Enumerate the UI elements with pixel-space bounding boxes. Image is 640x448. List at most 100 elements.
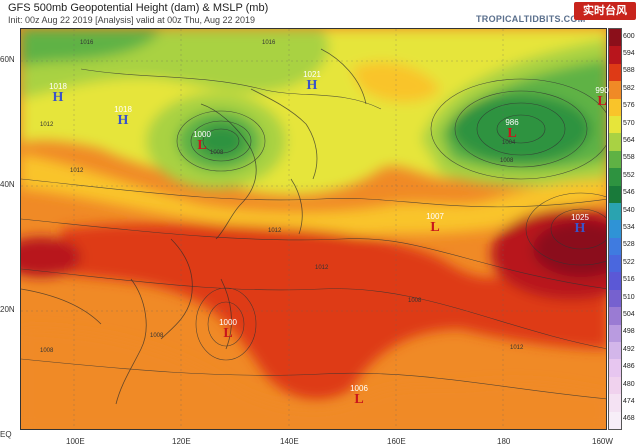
- colorbar-swatch: [609, 81, 621, 100]
- low-pressure-northeast-china: 1000 L: [182, 130, 222, 153]
- pressure-value: 1000: [219, 318, 237, 327]
- pressure-value: 1000: [193, 130, 211, 139]
- colorbar-swatch: [609, 29, 621, 47]
- height-fill-576-okhotsk: [351, 61, 441, 103]
- graticule: [21, 29, 606, 429]
- isobar-label: 1008: [210, 150, 224, 156]
- isobar-label: 1008: [500, 158, 514, 164]
- colorbar-tick-label: 576: [623, 102, 635, 110]
- height-fill-576: [21, 154, 606, 236]
- colorbar-tick-label: 528: [623, 241, 635, 249]
- height-fill-600-west: [21, 237, 81, 277]
- colorbar-tick-label: 486: [623, 363, 635, 371]
- weather-map: [20, 28, 607, 430]
- colorbar-tick-label: 570: [623, 119, 635, 127]
- lon-label-160w: 160W: [592, 437, 613, 446]
- isobar-label: 1004: [502, 140, 516, 146]
- isobars: [21, 68, 606, 400]
- height-fill-588-south: [21, 329, 606, 429]
- colorbar-swatch: [609, 289, 621, 308]
- isobar-label: 1012: [40, 122, 54, 128]
- colorbar-swatch: [609, 63, 621, 82]
- colorbar-swatch: [609, 324, 621, 343]
- pressure-value: 1007: [426, 212, 444, 221]
- colorbar-tick-label: 552: [623, 171, 635, 179]
- isobar-label: 1016: [80, 40, 94, 46]
- header-bar: GFS 500mb Geopotential Height (dam) & MS…: [0, 0, 640, 28]
- high-marker: H: [117, 113, 129, 128]
- isobar-label: 1012: [70, 168, 84, 174]
- low-marker: L: [597, 94, 607, 109]
- map-subtitle: Init: 00z Aug 22 2019 [Analysis] valid a…: [8, 15, 256, 25]
- lon-label-160e: 160E: [387, 437, 406, 446]
- map-canvas: [21, 29, 606, 429]
- colorbar-tick-label: 594: [623, 50, 635, 58]
- isobar-label: 1016: [262, 40, 276, 46]
- lon-label-120e: 120E: [172, 437, 191, 446]
- isobar-label: 1012: [510, 345, 524, 351]
- colorbar-tick-label: 468: [623, 415, 635, 423]
- colorbar-swatch: [609, 272, 621, 291]
- colorbar-swatch: [609, 411, 621, 430]
- colorbar-tick-label: 582: [623, 84, 635, 92]
- low-marker: L: [507, 126, 517, 141]
- low-pressure-philippine-sea: 1000 L: [208, 318, 248, 341]
- coastlines: [21, 48, 367, 405]
- colorbar-tick-label: 522: [623, 258, 635, 266]
- watermark-logo: 实时台风: [574, 2, 636, 20]
- height-fill-552-east: [451, 95, 591, 163]
- height-fill-600-core: [533, 221, 606, 277]
- lat-label-60n: 60N: [0, 55, 15, 64]
- lon-label-180: 180: [497, 437, 511, 446]
- low-pressure-bering: 986 L: [492, 118, 532, 141]
- pressure-value: 986: [505, 118, 519, 127]
- colorbar-swatch: [609, 376, 621, 395]
- pressure-value: 1025: [571, 213, 589, 222]
- colorbar-swatch: [609, 307, 621, 326]
- colorbar-swatch: [609, 115, 621, 134]
- colorbar-tick-label: 516: [623, 276, 635, 284]
- pressure-value: 1006: [350, 384, 368, 393]
- pressure-value: 1018: [49, 82, 67, 91]
- lat-label-20n: 20N: [0, 305, 15, 314]
- lat-label-eq: EQ: [0, 430, 12, 439]
- colorbar-swatch: [609, 98, 621, 117]
- colorbar-tick-label: 600: [623, 32, 635, 40]
- colorbar-tick-label: 474: [623, 397, 635, 405]
- colorbar: [608, 28, 622, 430]
- pressure-value: 1018: [114, 105, 132, 114]
- colorbar-tick-label: 480: [623, 380, 635, 388]
- high-marker: H: [52, 90, 64, 105]
- colorbar-swatch: [609, 394, 621, 413]
- colorbar-tick-label: 498: [623, 328, 635, 336]
- colorbar-swatch: [609, 150, 621, 169]
- high-pressure-north-china: 1018 H: [103, 105, 143, 128]
- isobar-label: 1008: [40, 348, 54, 354]
- colorbar-tick-label: 492: [623, 345, 635, 353]
- low-marker: L: [430, 220, 440, 235]
- colorbar-swatch: [609, 202, 621, 221]
- low-marker: L: [354, 392, 364, 407]
- colorbar-tick-label: 558: [623, 154, 635, 162]
- low-pressure-north-pacific: 1007 L: [415, 212, 455, 235]
- low-pressure-alaska: 990 L: [582, 86, 622, 109]
- high-pressure-okhotsk: 1021 H: [292, 70, 332, 93]
- low-pressure-west-pacific: 1006 L: [339, 384, 379, 407]
- isobar-label: 1012: [268, 228, 282, 234]
- colorbar-swatch: [609, 342, 621, 360]
- colorbar-swatch: [609, 237, 621, 256]
- height-fill-594: [61, 219, 606, 400]
- colorbar-tick-label: 588: [623, 67, 635, 75]
- colorbar-swatch: [609, 133, 621, 152]
- map-title: GFS 500mb Geopotential Height (dam) & MS…: [8, 2, 269, 14]
- lon-label-100e: 100E: [66, 437, 85, 446]
- colorbar-swatch: [609, 46, 621, 65]
- isobar-label: 1012: [315, 265, 329, 271]
- low-marker: L: [197, 138, 207, 153]
- lat-label-40n: 40N: [0, 180, 15, 189]
- colorbar-tick-label: 504: [623, 310, 635, 318]
- colorbar-swatch: [609, 168, 621, 187]
- high-pressure-central-pacific: 1025 H: [560, 213, 600, 236]
- colorbar-swatch: [609, 359, 621, 378]
- isobar-label: 1008: [150, 333, 164, 339]
